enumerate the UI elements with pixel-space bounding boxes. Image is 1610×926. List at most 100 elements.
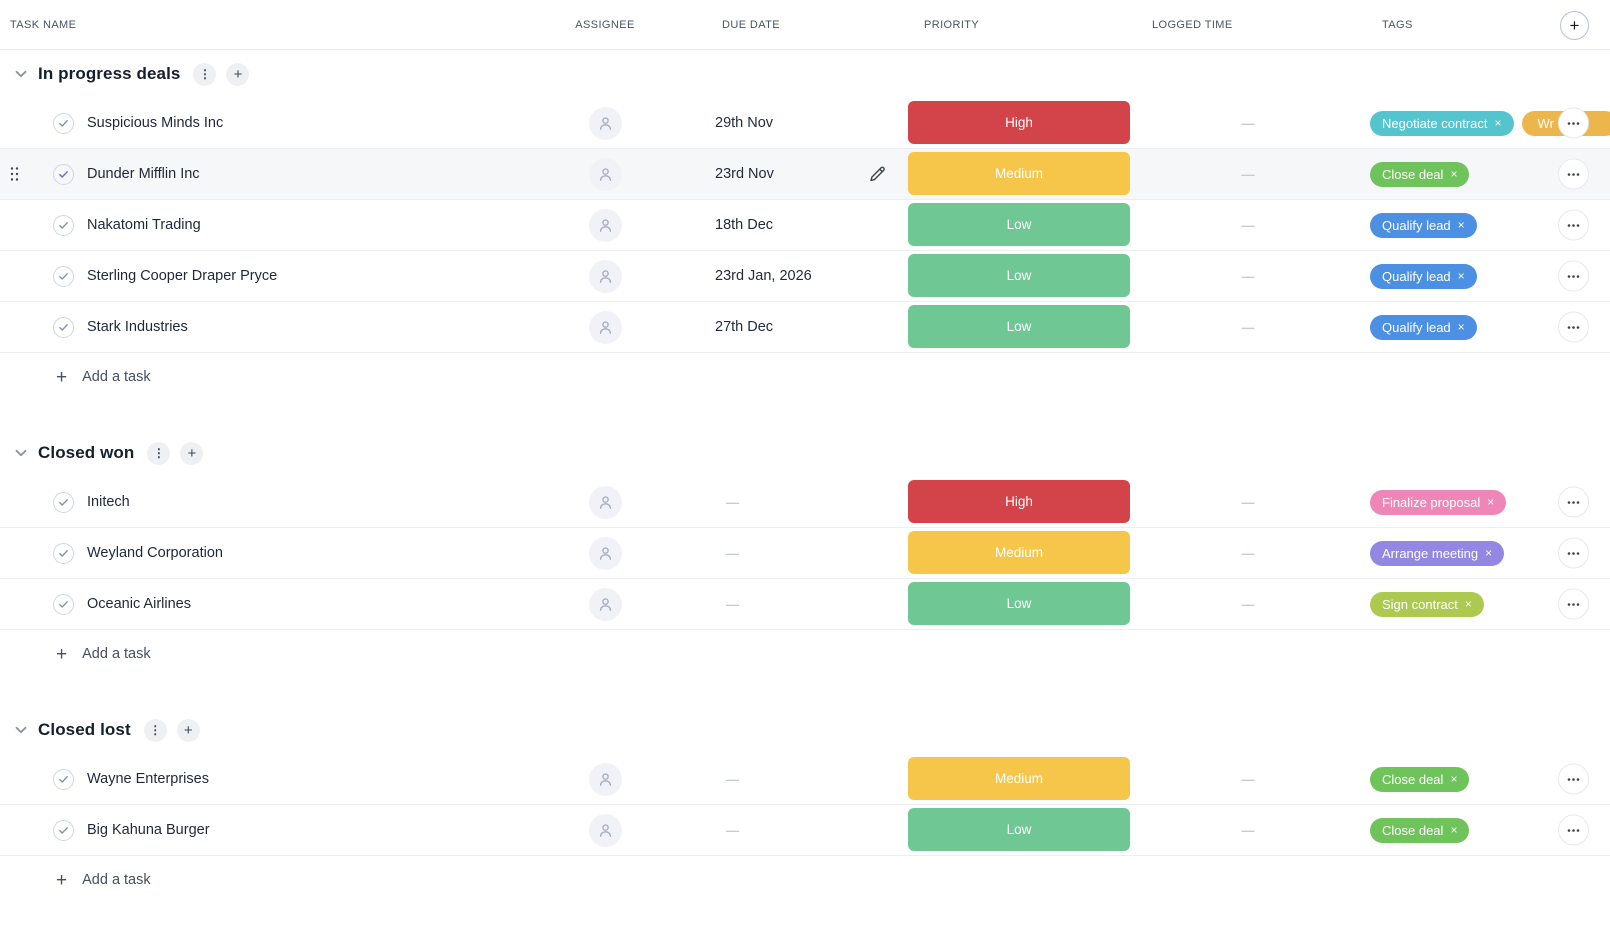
priority-badge[interactable]: Low [908,582,1130,625]
tag-remove-icon[interactable]: × [1450,823,1458,837]
complete-task-checkbox[interactable] [53,819,74,841]
assignee-avatar-placeholder[interactable] [588,485,622,519]
complete-task-checkbox[interactable] [53,112,74,134]
assignee-avatar-placeholder[interactable] [588,813,622,847]
priority-badge[interactable]: Low [908,203,1130,246]
tag-remove-icon[interactable]: × [1494,116,1502,130]
tag-remove-icon[interactable]: × [1450,167,1458,181]
logged-time-cell[interactable]: — [1140,772,1355,787]
group-menu-button[interactable]: ⋮ [193,62,217,86]
due-date-cell[interactable]: 23rd Jan, 2026 [715,268,812,284]
priority-badge[interactable]: Medium [908,757,1130,800]
assignee-avatar-placeholder[interactable] [588,762,622,796]
tag-remove-icon[interactable]: × [1457,269,1465,283]
task-row[interactable]: Initech — High — Finalize proposal × [0,477,1610,528]
task-row[interactable]: Big Kahuna Burger — Low — Close deal × [0,805,1610,856]
column-header-assignee[interactable]: ASSIGNEE [575,18,635,31]
tag-pill[interactable]: Close deal × [1370,161,1470,187]
column-header-logged_time[interactable]: LOGGED TIME [1152,18,1233,31]
add-task-button[interactable]: + Add a task [0,856,1610,904]
row-actions-button[interactable] [1558,486,1589,518]
tag-remove-icon[interactable]: × [1457,320,1465,334]
tag-remove-icon[interactable]: × [1450,772,1458,786]
assignee-avatar-placeholder[interactable] [588,106,622,140]
tag-pill[interactable]: Qualify lead × [1370,263,1477,289]
task-row[interactable]: Weyland Corporation — Medium — Arrange meeti… [0,528,1610,579]
complete-task-checkbox[interactable] [53,491,74,513]
priority-badge[interactable]: Medium [908,531,1130,574]
row-actions-button[interactable] [1558,537,1589,569]
column-header-priority[interactable]: PRIORITY [924,18,980,31]
column-header-tags[interactable]: TAGS [1382,18,1413,31]
tag-remove-icon[interactable]: × [1457,218,1465,232]
row-actions-button[interactable] [1558,209,1589,241]
complete-task-checkbox[interactable] [53,316,74,338]
assignee-avatar-placeholder[interactable] [588,587,622,621]
complete-task-checkbox[interactable] [53,542,74,564]
row-actions-button[interactable] [1558,763,1589,795]
row-actions-button[interactable] [1558,814,1589,846]
group-collapse-button[interactable] [12,721,30,739]
complete-task-checkbox[interactable] [53,593,74,615]
group-add-task-button[interactable]: + [226,62,250,86]
assignee-avatar-placeholder[interactable] [588,536,622,570]
row-actions-button[interactable] [1558,311,1589,343]
tag-remove-icon[interactable]: × [1464,597,1472,611]
group-collapse-button[interactable] [12,65,30,83]
column-header-due_date[interactable]: DUE DATE [722,18,781,31]
complete-task-checkbox[interactable] [53,163,74,185]
complete-task-checkbox[interactable] [53,265,74,287]
tag-pill[interactable]: Sign contract × [1370,591,1484,617]
due-date-cell[interactable]: 23rd Nov [715,166,774,182]
logged-time-cell[interactable]: — [1140,269,1355,284]
tag-pill[interactable]: Close deal × [1370,817,1470,843]
priority-badge[interactable]: High [908,101,1130,144]
priority-badge[interactable]: Low [908,305,1130,348]
logged-time-cell[interactable]: — [1140,597,1355,612]
assignee-avatar-placeholder[interactable] [588,208,622,242]
add-task-button[interactable]: + Add a task [0,630,1610,678]
task-row[interactable]: Wayne Enterprises — Medium — Close deal × [0,754,1610,805]
tag-pill[interactable]: Negotiate contract × [1370,110,1514,136]
tag-remove-icon[interactable]: × [1487,495,1495,509]
tag-pill[interactable]: Finalize proposal × [1370,489,1507,515]
logged-time-cell[interactable]: — [1140,823,1355,838]
logged-time-cell[interactable]: — [1140,546,1355,561]
task-row[interactable]: Nakatomi Trading 18th Dec Low — Qualify lead… [0,200,1610,251]
row-actions-button[interactable] [1558,107,1589,139]
tag-remove-icon[interactable]: × [1485,546,1493,560]
group-collapse-button[interactable] [12,444,30,462]
tag-pill[interactable]: Qualify lead × [1370,212,1477,238]
tag-pill[interactable]: Close deal × [1370,766,1470,792]
group-menu-button[interactable]: ⋮ [147,441,171,465]
add-task-button[interactable]: + Add a task [0,353,1610,401]
group-add-task-button[interactable]: + [180,441,204,465]
add-column-button[interactable]: + [1560,11,1589,40]
complete-task-checkbox[interactable] [53,768,74,790]
due-date-cell[interactable]: — [655,597,885,612]
group-add-task-button[interactable]: + [176,718,200,742]
priority-badge[interactable]: Low [908,808,1130,851]
row-actions-button[interactable] [1558,260,1589,292]
due-date-cell[interactable]: — [655,772,885,787]
tag-pill[interactable]: Arrange meeting × [1370,540,1505,566]
assignee-avatar-placeholder[interactable] [588,259,622,293]
tag-pill[interactable]: Qualify lead × [1370,314,1477,340]
logged-time-cell[interactable]: — [1140,218,1355,233]
task-row[interactable]: Sterling Cooper Draper Pryce 23rd Jan, 20… [0,251,1610,302]
due-date-cell[interactable]: — [655,546,885,561]
assignee-avatar-placeholder[interactable] [588,310,622,344]
logged-time-cell[interactable]: — [1140,167,1355,182]
logged-time-cell[interactable]: — [1140,116,1355,131]
priority-badge[interactable]: Low [908,254,1130,297]
due-date-cell[interactable]: — [655,823,885,838]
complete-task-checkbox[interactable] [53,214,74,236]
edit-due-date-button[interactable] [868,165,887,184]
row-actions-button[interactable] [1558,158,1589,190]
due-date-cell[interactable]: 29th Nov [715,115,774,131]
priority-badge[interactable]: High [908,480,1130,523]
task-row[interactable]: Suspicious Minds Inc 29th Nov High — Negotia… [0,98,1610,149]
due-date-cell[interactable]: — [655,495,885,510]
drag-handle-icon[interactable] [10,167,19,182]
logged-time-cell[interactable]: — [1140,320,1355,335]
